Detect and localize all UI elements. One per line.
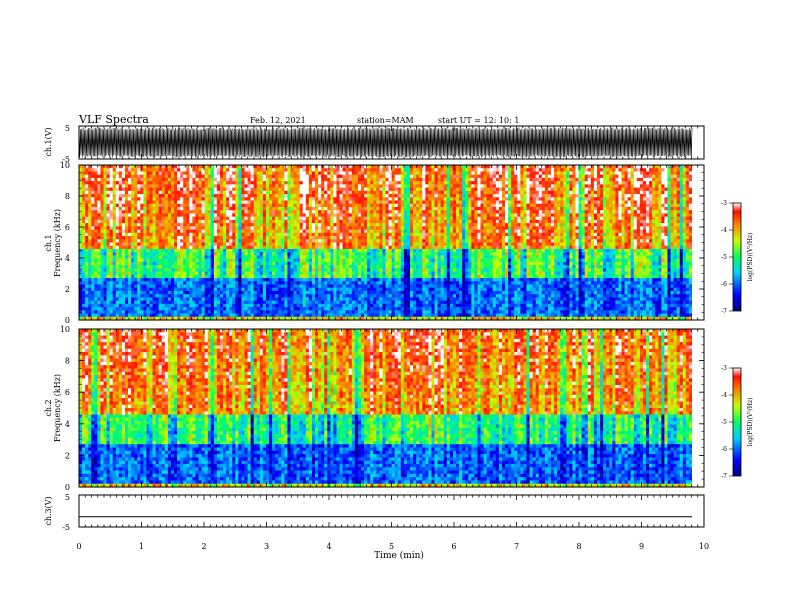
x-tick-label: 10 — [699, 542, 709, 551]
x-tick-label: 1 — [139, 542, 144, 551]
colorbar-tick-label: -4 — [721, 227, 727, 234]
colorbar-tick-label: -7 — [721, 308, 727, 315]
ch2-colorbar-label: log(PSD)(V²/Hz) — [747, 398, 754, 447]
ch1-spectrogram-panel — [79, 165, 704, 321]
colorbar-tick-label: -6 — [721, 446, 727, 453]
ch2-colorbar-ticks: -3 -4 -5 -6 -7 — [721, 365, 733, 480]
station-label: station=MAM — [357, 116, 414, 125]
colorbar-tick-label: -6 — [721, 281, 727, 288]
x-tick-label: 8 — [576, 542, 581, 551]
ch2-spec-ylabel-line1: ch.2 — [44, 399, 53, 416]
start-time-label: start UT = 12: 10: 1 — [438, 116, 519, 125]
spectrogram-ytick-label: 4 — [65, 254, 70, 263]
figure-title: VLF Spectra — [78, 113, 149, 126]
spectrogram-ytick-label: 2 — [65, 451, 70, 460]
ch1-spec-ylabel-line2: Frequency (kHz) — [53, 209, 62, 277]
ch1-colorbar-ticks: -3 -4 -5 -6 -7 — [721, 200, 733, 315]
ch2-spectrogram-panel — [79, 329, 704, 488]
spectrogram-ytick-label: 6 — [65, 388, 70, 397]
ch1-spec-ylabel-line1: ch.1 — [44, 234, 53, 251]
ch3-ylabel: ch.3(V) — [44, 496, 53, 525]
x-axis-label: Time (min) — [374, 550, 424, 561]
spectrogram-ytick-label: 0 — [65, 483, 70, 492]
x-tick-label: 0 — [76, 542, 81, 551]
colorbar-tick-label: -3 — [721, 200, 727, 207]
ch1-waveform-trace — [79, 128, 692, 158]
ch2-spectrogram-image — [79, 329, 704, 488]
x-tick-label: 3 — [264, 542, 269, 551]
ch1-ylabel: ch.1(V) — [44, 127, 53, 156]
spectrogram-ytick-label: 8 — [65, 192, 70, 201]
x-tick-label: 2 — [201, 542, 206, 551]
ch3-ytick-top: 5 — [65, 493, 70, 502]
colorbar-tick-label: -7 — [721, 473, 727, 480]
ch2-colorbar: -3 -4 -5 -6 -7 log(PSD)(V²/Hz) — [721, 365, 754, 480]
colorbar-tick-label: -5 — [721, 419, 727, 426]
spectrogram-ytick-label: 0 — [65, 316, 70, 325]
spectrogram-ytick-label: 6 — [65, 223, 70, 232]
x-tick-label: 9 — [639, 542, 644, 551]
colorbar-tick-label: -3 — [721, 365, 727, 372]
colorbar-tick-label: -5 — [721, 254, 727, 261]
colorbar-tick-label: -4 — [721, 392, 727, 399]
ch1-colorbar: -3 -4 -5 -6 -7 log(PSD)(V²/Hz) — [721, 200, 754, 315]
date-label: Feb. 12, 2021 — [250, 116, 306, 125]
x-tick-label: 7 — [514, 542, 519, 551]
ch1-spectrogram-image — [79, 165, 704, 321]
x-tick-label: 5 — [389, 542, 394, 551]
spectrogram-ytick-label: 2 — [65, 285, 70, 294]
x-tick-label: 4 — [326, 542, 331, 551]
ch1-colorbar-label: log(PSD)(V²/Hz) — [747, 233, 754, 282]
ch3-ytick-bottom: -5 — [62, 523, 70, 532]
x-tick-label: 6 — [451, 542, 456, 551]
ch2-spec-ylabel-line2: Frequency (kHz) — [53, 374, 62, 442]
spectrogram-ytick-label: 8 — [65, 357, 70, 366]
spectrogram-ytick-label: 10 — [60, 325, 70, 334]
x-tick-labels: 0 1 2 3 4 5 6 7 8 9 10 — [76, 542, 709, 551]
spectrogram-ytick-label: 10 — [60, 161, 70, 170]
ch1-ytick-top: 5 — [65, 124, 70, 133]
spectrogram-ytick-label: 4 — [65, 420, 70, 429]
